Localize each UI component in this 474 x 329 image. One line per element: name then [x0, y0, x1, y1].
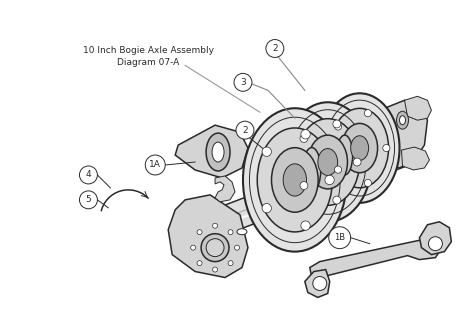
Circle shape — [383, 144, 390, 152]
Circle shape — [236, 121, 254, 139]
Ellipse shape — [397, 111, 409, 129]
Text: 1B: 1B — [334, 233, 345, 242]
Ellipse shape — [212, 142, 224, 162]
Circle shape — [365, 179, 372, 187]
Circle shape — [212, 223, 218, 228]
Ellipse shape — [257, 128, 332, 232]
Circle shape — [300, 135, 308, 142]
Polygon shape — [305, 269, 330, 297]
Circle shape — [365, 110, 372, 117]
Text: 5: 5 — [86, 195, 91, 204]
Text: Diagram 07-A: Diagram 07-A — [117, 58, 179, 67]
Circle shape — [80, 191, 98, 209]
Circle shape — [266, 39, 284, 58]
Ellipse shape — [320, 93, 400, 203]
Polygon shape — [404, 96, 431, 120]
Circle shape — [353, 158, 361, 166]
Ellipse shape — [284, 102, 372, 222]
Polygon shape — [173, 135, 419, 251]
Ellipse shape — [308, 135, 347, 189]
Ellipse shape — [342, 123, 378, 173]
Circle shape — [197, 230, 202, 235]
Ellipse shape — [237, 229, 247, 235]
Circle shape — [333, 196, 341, 204]
Polygon shape — [175, 125, 248, 178]
Circle shape — [197, 261, 202, 266]
Ellipse shape — [243, 108, 346, 252]
Circle shape — [234, 73, 252, 91]
Ellipse shape — [351, 136, 369, 161]
Circle shape — [228, 261, 233, 266]
Circle shape — [335, 123, 342, 130]
Circle shape — [313, 277, 327, 291]
Ellipse shape — [400, 116, 405, 125]
Text: 2: 2 — [272, 44, 278, 53]
Circle shape — [228, 230, 233, 235]
Circle shape — [428, 237, 442, 251]
Ellipse shape — [409, 134, 420, 162]
Circle shape — [191, 245, 196, 250]
Ellipse shape — [272, 148, 318, 212]
Text: 1A: 1A — [149, 161, 161, 169]
Ellipse shape — [303, 148, 321, 192]
Circle shape — [145, 155, 165, 175]
Polygon shape — [310, 238, 439, 278]
Polygon shape — [401, 147, 429, 170]
Circle shape — [262, 147, 272, 156]
Ellipse shape — [331, 108, 389, 188]
Text: 2: 2 — [242, 126, 248, 135]
Text: 3: 3 — [240, 78, 246, 87]
Circle shape — [300, 182, 308, 190]
Circle shape — [333, 120, 341, 128]
Circle shape — [335, 166, 342, 173]
Text: 10 Inch Bogie Axle Assembly: 10 Inch Bogie Axle Assembly — [83, 46, 214, 55]
Ellipse shape — [206, 239, 224, 257]
Ellipse shape — [201, 234, 229, 262]
Circle shape — [325, 175, 334, 185]
Circle shape — [301, 221, 310, 230]
Polygon shape — [374, 100, 428, 168]
Polygon shape — [215, 176, 235, 202]
Ellipse shape — [318, 149, 337, 175]
Ellipse shape — [337, 135, 353, 175]
Polygon shape — [168, 195, 248, 278]
Circle shape — [262, 204, 272, 213]
Circle shape — [329, 227, 351, 249]
Text: 4: 4 — [86, 170, 91, 179]
Circle shape — [80, 166, 98, 184]
Ellipse shape — [206, 133, 230, 171]
Circle shape — [301, 130, 310, 139]
Circle shape — [212, 267, 218, 272]
Ellipse shape — [296, 119, 360, 205]
Ellipse shape — [283, 164, 307, 196]
Circle shape — [235, 245, 239, 250]
Polygon shape — [419, 222, 451, 255]
